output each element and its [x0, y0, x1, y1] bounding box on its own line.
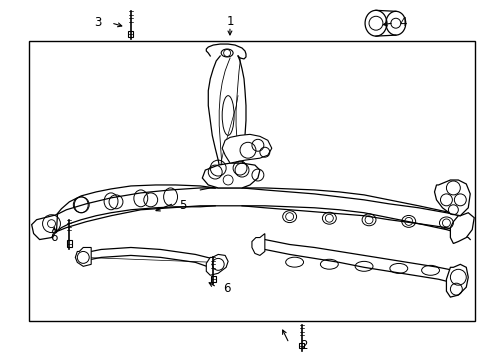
Text: 6: 6 [50, 231, 58, 244]
Text: 3: 3 [94, 16, 101, 29]
Text: 6: 6 [222, 283, 230, 296]
Bar [210, 276, 215, 282]
Text: 1: 1 [226, 14, 233, 27]
Polygon shape [32, 215, 57, 239]
Polygon shape [449, 213, 473, 243]
Polygon shape [434, 180, 469, 216]
Bar [67, 240, 72, 247]
Text: 5: 5 [179, 198, 186, 212]
Bar [29, 41, 474, 321]
Bar [299, 343, 304, 348]
Polygon shape [446, 264, 468, 297]
Polygon shape [206, 255, 228, 275]
Bar [128, 31, 133, 37]
Polygon shape [251, 234, 264, 255]
Text: 2: 2 [300, 338, 307, 351]
Polygon shape [222, 134, 271, 163]
Polygon shape [202, 163, 259, 188]
Text: 4: 4 [399, 16, 407, 29]
Polygon shape [75, 247, 91, 266]
